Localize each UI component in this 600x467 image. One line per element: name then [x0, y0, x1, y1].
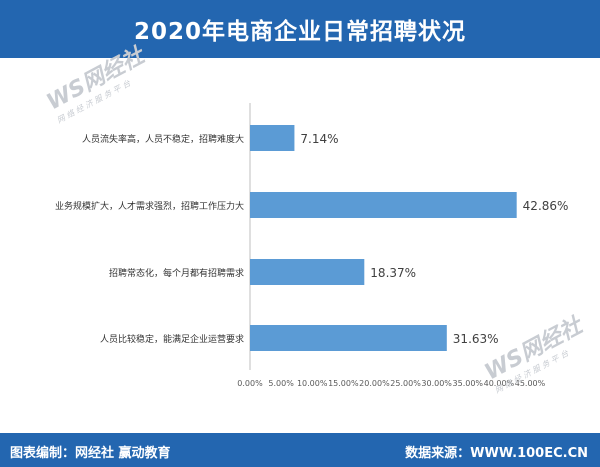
category-label: 人员流失率高，人员不稳定，招聘难度大 — [82, 133, 244, 145]
footer-bar: 图表编制：网经社 赢动教育 数据来源：WWW.100EC.CN — [0, 433, 600, 467]
category-label: 业务规模扩大，人才需求强烈，招聘工作压力大 — [55, 200, 244, 212]
x-tick-label: 0.00% — [237, 379, 263, 388]
x-tick-label: 40.00% — [484, 379, 515, 388]
footer-credit: 图表编制：网经社 赢动教育 — [10, 446, 171, 461]
plot-area: WS网经社 网 络 经 济 服 务 平 台 WS网经社 网 络 经 济 服 务 … — [0, 43, 600, 433]
x-tick-label: 25.00% — [390, 379, 421, 388]
bar — [250, 192, 517, 218]
chart-title: 2020年电商企业日常招聘状况 — [133, 19, 466, 45]
footer-source: 数据来源：WWW.100EC.CN — [405, 446, 588, 461]
bar — [250, 259, 365, 285]
category-label: 招聘常态化，每个月都有招聘需求 — [109, 267, 244, 279]
bar — [250, 325, 447, 351]
x-tick-label: 15.00% — [328, 379, 359, 388]
x-tick-label: 20.00% — [359, 379, 390, 388]
chart-title-banner: 2020年电商企业日常招聘状况 — [0, 0, 600, 58]
category-label: 人员比较稳定，能满足企业运营要求 — [100, 333, 244, 345]
value-label: 7.14% — [300, 132, 338, 146]
bar — [250, 125, 295, 151]
value-label: 42.86% — [523, 199, 569, 213]
bar-chart: 人员流失率高，人员不稳定，招聘难度大 7.14% 业务规模扩大，人才需求强烈，招聘工… — [55, 103, 569, 388]
value-label: 18.37% — [370, 266, 416, 280]
value-label: 31.63% — [453, 332, 499, 346]
x-tick-label: 10.00% — [297, 379, 328, 388]
x-tick-label: 5.00% — [268, 379, 294, 388]
x-tick-label: 30.00% — [421, 379, 452, 388]
x-tick-label: 45.00% — [515, 379, 546, 388]
x-tick-label: 35.00% — [453, 379, 484, 388]
